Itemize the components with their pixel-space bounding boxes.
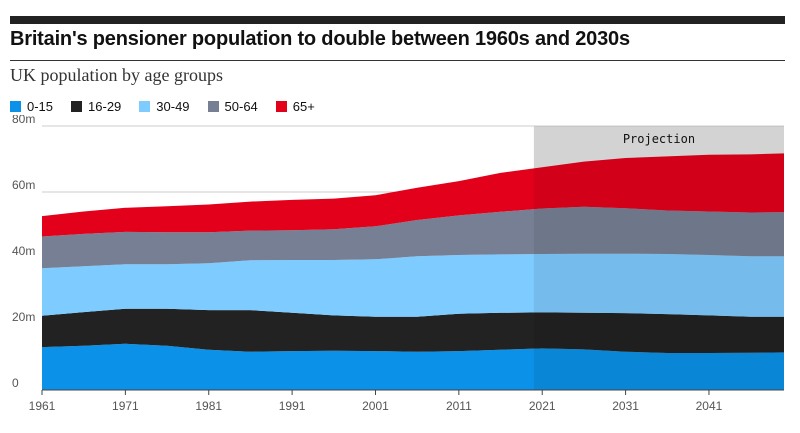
x-tick-label-2011: 2011 — [446, 399, 472, 413]
top-rule — [10, 16, 785, 24]
x-tick-label-2041: 2041 — [696, 399, 723, 413]
legend-swatch-16-29 — [71, 101, 83, 112]
legend-label-50-64: 50-64 — [224, 99, 258, 114]
y-tick-label-40m: 40m — [12, 244, 35, 258]
legend-item-16-29: 16-29 — [71, 99, 121, 114]
projection-overlay — [533, 126, 784, 390]
legend-item-30-49: 30-49 — [139, 99, 190, 114]
y-tick-label-0: 0 — [12, 376, 19, 390]
legend-item-65-plus: 65+ — [275, 99, 315, 114]
area-16-29 — [42, 308, 784, 353]
legend-swatch-0-15 — [10, 101, 21, 112]
projection-label: Projection — [623, 132, 695, 146]
chart-title: Britain's pensioner population to double… — [10, 28, 630, 50]
x-tick-label-2021: 2021 — [529, 399, 556, 413]
legend: 0-15 16-29 30-49 50-64 65+ — [10, 99, 333, 114]
area-30-49 — [42, 253, 784, 317]
x-tick-label-1961: 1961 — [29, 399, 56, 413]
y-tick-label-20m: 20m — [12, 310, 35, 324]
x-tick-label-1981: 1981 — [195, 399, 222, 413]
chart-subtitle: UK population by age groups — [10, 65, 223, 85]
x-tick-label-1971: 1971 — [112, 399, 139, 413]
area-65-plus — [42, 153, 784, 237]
legend-label-0-15: 0-15 — [27, 99, 54, 114]
legend-swatch-30-49 — [139, 101, 151, 112]
y-tick-label-80m: 80m — [12, 115, 35, 126]
area-0-15 — [42, 343, 784, 390]
legend-label-16-29: 16-29 — [88, 99, 122, 114]
legend-swatch-65-plus — [275, 101, 287, 112]
y-tick-label-60m: 60m — [12, 178, 35, 192]
legend-swatch-50-64 — [207, 101, 219, 112]
area-50-64 — [42, 206, 784, 269]
legend-label-30-49: 30-49 — [156, 99, 190, 114]
legend-item-50-64: 50-64 — [207, 99, 258, 114]
title-divider — [10, 60, 785, 61]
x-tick-label-1991: 1991 — [279, 399, 306, 413]
x-tick-label-2031: 2031 — [612, 399, 639, 413]
legend-item-0-15: 0-15 — [10, 99, 53, 114]
x-tick-label-2001: 2001 — [362, 399, 389, 413]
stacked-area-chart: 0 20m 40m 60m 80m 1961 1971 1981 1991 2001 2011 202… — [12, 115, 784, 413]
legend-label-65-plus: 65+ — [292, 99, 315, 114]
